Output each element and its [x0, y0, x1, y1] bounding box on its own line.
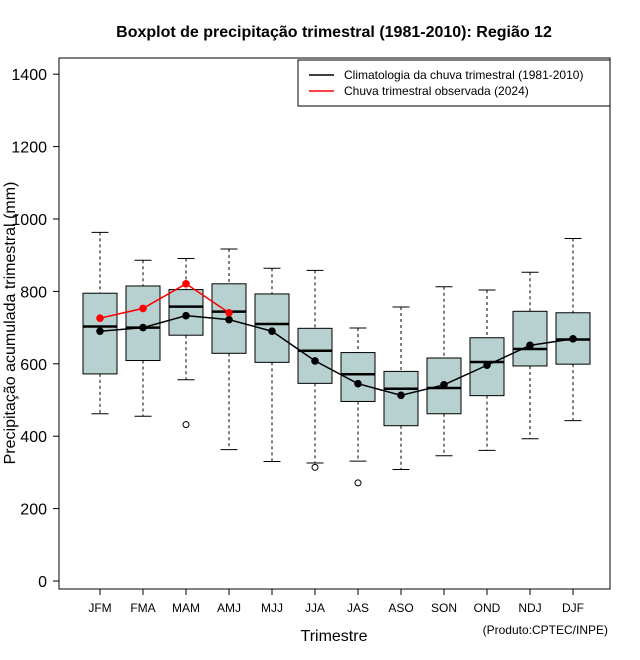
series-point-climatology	[225, 315, 233, 324]
x-tick-label: NDJ	[518, 601, 541, 615]
series-point-climatology	[268, 327, 276, 336]
y-tick-label: 800	[20, 284, 47, 301]
y-axis: 0 200 400 600 800 1000 1200 1400	[11, 67, 60, 591]
series-point-climatology	[526, 341, 534, 350]
x-tick-label: AMJ	[217, 601, 241, 615]
series-point-climatology	[354, 379, 362, 388]
box-jfm	[82, 231, 118, 415]
series-point-climatology	[139, 323, 147, 332]
box-jas	[340, 327, 376, 487]
y-tick-label: 1200	[11, 140, 47, 157]
y-axis-label: Precipitação acumulada trimestral (mm)	[2, 182, 19, 465]
credit-label: (Produto:CPTEC/INPE)	[483, 623, 608, 637]
y-tick-label: 1000	[11, 212, 47, 229]
outlier-point	[354, 479, 362, 487]
x-tick-label: MJJ	[261, 601, 283, 615]
series-point-observed	[182, 279, 190, 288]
iqr-box	[297, 327, 333, 384]
outlier-point	[182, 421, 190, 429]
x-tick-label: JJA	[305, 601, 325, 615]
legend-label-climatology: Climatologia da chuva trimestral (1981-2…	[344, 68, 583, 82]
boxes-group	[82, 231, 591, 487]
iqr-box	[125, 285, 161, 362]
iqr-box	[469, 337, 505, 397]
series-point-climatology	[397, 391, 405, 400]
x-tick-label: MAM	[172, 601, 200, 615]
series-point-observed	[96, 314, 104, 322]
y-tick-label: 400	[20, 429, 47, 446]
legend-label-observed: Chuva trimestral observada (2024)	[344, 84, 529, 98]
series-point-climatology	[483, 361, 491, 370]
x-tick-label: JAS	[347, 601, 369, 615]
series-climatology	[96, 311, 577, 400]
x-tick-label: ASO	[388, 601, 413, 615]
chart-title: Boxplot de precipitação trimestral (1981…	[116, 24, 552, 41]
y-tick-label: 600	[20, 357, 47, 374]
series-point-observed	[225, 308, 233, 317]
x-tick-label: FMA	[130, 601, 155, 615]
series-point-climatology	[182, 311, 190, 320]
box-son	[426, 286, 462, 457]
x-tick-label: SON	[431, 601, 457, 615]
iqr-box	[340, 352, 376, 402]
series-point-climatology	[311, 357, 319, 365]
series-group	[96, 279, 577, 400]
series-line-observed	[99, 282, 230, 319]
outlier-point	[311, 463, 319, 471]
y-tick-label: 1400	[11, 67, 47, 84]
x-tick-label: OND	[474, 601, 501, 615]
x-axis-label: Trimestre	[301, 628, 368, 645]
series-point-climatology	[96, 327, 104, 336]
series-point-climatology	[440, 380, 448, 389]
series-observed	[96, 279, 233, 322]
x-axis: JFM FMA MAM AMJ MJJ JJA JAS ASO SON OND NDJ DJF	[88, 588, 584, 615]
box-fma	[125, 259, 161, 417]
legend: Climatologia da chuva trimestral (1981-2…	[297, 59, 611, 107]
box-jja	[297, 269, 333, 471]
legend-box	[297, 59, 611, 107]
box-aso	[383, 306, 419, 471]
x-tick-label: JFM	[88, 601, 111, 615]
y-tick-label: 0	[38, 574, 47, 591]
box-djf	[555, 238, 591, 422]
iqr-box	[512, 310, 548, 367]
series-point-observed	[139, 304, 147, 313]
box-mjj	[254, 267, 290, 463]
series-line-climatology	[99, 314, 574, 397]
box-ndj	[512, 271, 548, 440]
series-point-climatology	[569, 335, 577, 343]
box-amj	[211, 248, 247, 451]
y-tick-label: 200	[20, 502, 47, 519]
x-tick-label: DJF	[562, 601, 584, 615]
